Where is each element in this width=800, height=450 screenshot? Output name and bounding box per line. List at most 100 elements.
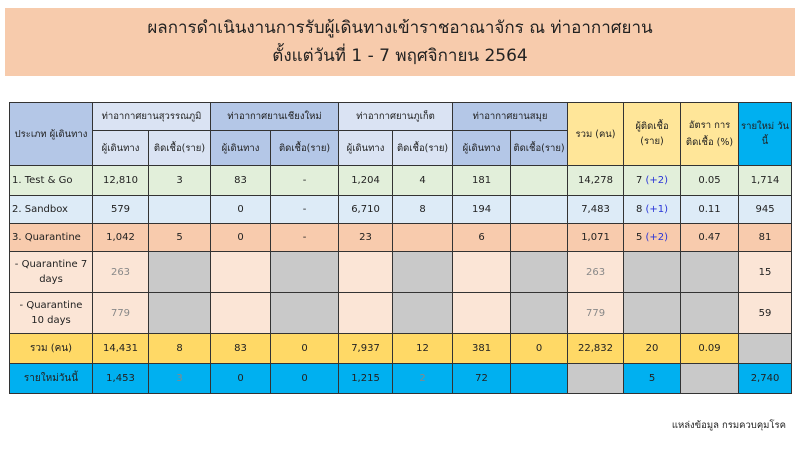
table-cell	[510, 363, 569, 394]
title-line-1: ผลการดำเนินงานการรับผู้เดินทางเข้าราชอาณ…	[147, 18, 653, 38]
table-cell	[680, 251, 740, 293]
row-label: 2. Sandbox	[9, 195, 93, 224]
table-cell: -	[270, 195, 340, 224]
table-cell: 8	[147, 333, 212, 364]
table-cell	[452, 251, 512, 293]
row-label: รวม (คน)	[9, 333, 93, 364]
table-cell	[452, 292, 512, 334]
header-airport-samui: ท่าอากาศยานสมุย	[452, 102, 569, 131]
table-cell: 0	[510, 333, 569, 364]
row-label: 3. Quarantine	[9, 223, 93, 252]
table-cell: 1,204	[338, 165, 394, 196]
table-cell: 7 (+2)	[623, 165, 682, 196]
table-cell: 14,431	[92, 333, 149, 364]
table-cell	[510, 165, 569, 196]
table-cell: 779	[92, 292, 149, 334]
table-cell: 381	[452, 333, 512, 364]
table-cell: 8	[392, 195, 454, 224]
table-row: รายใหม่วันนี้ 1,453 3 0 0 1,215 2 72 5 2,740	[9, 363, 793, 394]
new-today-total: 2,740	[738, 363, 793, 394]
infected-count: 8	[635, 204, 643, 215]
table-cell: 81	[738, 223, 793, 252]
table-cell	[210, 292, 272, 334]
table-cell	[392, 251, 454, 293]
table-cell: 5 (+2)	[623, 223, 682, 252]
table-cell: 181	[452, 165, 512, 196]
table-cell	[510, 195, 569, 224]
header-infected: ผู้ติดเชื้อ (ราย)	[623, 102, 682, 166]
infected-count: 7	[635, 175, 643, 186]
table-cell: 15	[738, 251, 793, 293]
table-cell: 779	[567, 292, 625, 334]
table-cell: 83	[210, 333, 272, 364]
table-cell: 20	[623, 333, 682, 364]
table-cell: 72	[452, 363, 512, 394]
subheader-travelers: ผู้เดินทาง	[338, 130, 394, 166]
table-cell	[510, 292, 569, 334]
table-cell: 7,483	[567, 195, 625, 224]
title-banner: ผลการดำเนินงานการรับผู้เดินทางเข้าราชอาณ…	[5, 8, 795, 76]
table-cell	[147, 195, 212, 224]
table-cell	[680, 292, 740, 334]
header-airport-suvarnabhumi: ท่าอากาศยานสุวรรณภูมิ	[91, 102, 212, 131]
table-cell	[623, 292, 682, 334]
table-cell: 14,278	[567, 165, 625, 196]
table-row: - Quarantine 7 days 263 263 15	[9, 251, 793, 293]
infected-delta: (+2)	[645, 175, 669, 186]
table-cell: 1,215	[338, 363, 394, 394]
table-cell	[392, 292, 454, 334]
table-row: 2. Sandbox 579 0-6,710 8 194 7,483 8 (+1) 0.11 9…	[9, 195, 793, 224]
table-cell	[510, 251, 569, 293]
table-cell: 2	[392, 363, 454, 394]
table-cell: 12	[392, 333, 454, 364]
table-cell: -	[270, 223, 340, 252]
table-cell: 0	[210, 195, 272, 224]
table-cell: 0.05	[680, 165, 740, 196]
table-cell: 5	[147, 223, 212, 252]
subheader-travelers: ผู้เดินทาง	[92, 130, 149, 166]
header-new-today: รายใหม่ วันนี้	[738, 102, 793, 166]
table-cell: 12,810	[92, 165, 149, 196]
table-cell	[623, 251, 682, 293]
table-cell	[270, 292, 340, 334]
table-row: 3. Quarantine 1,042 5 0-23 6 1,071 5 (+2) 0.47 8…	[9, 223, 793, 252]
table-cell: 83	[210, 165, 272, 196]
header-rate: อัตรา การติดเชื้อ (%)	[680, 102, 740, 166]
table-cell: 59	[738, 292, 793, 334]
table-cell: 1,071	[567, 223, 625, 252]
table-cell: 3	[147, 165, 212, 196]
infected-delta: (+2)	[645, 232, 669, 243]
table-cell: 0	[210, 223, 272, 252]
table-cell: 3	[147, 363, 212, 394]
header-total: รวม (คน)	[567, 102, 625, 166]
table-cell: 23	[338, 223, 394, 252]
table-cell: 579	[92, 195, 149, 224]
table-cell: 0	[210, 363, 272, 394]
table-cell	[567, 363, 625, 394]
row-label: - Quarantine 10 days	[9, 292, 93, 334]
table-cell	[270, 251, 340, 293]
table-cell: 194	[452, 195, 512, 224]
table-cell: 0.11	[680, 195, 740, 224]
table-cell	[680, 363, 740, 394]
row-label: 1. Test & Go	[9, 165, 93, 196]
subheader-infected: ติดเชื้อ(ราย)	[392, 130, 454, 166]
table-cell: 7,937	[338, 333, 394, 364]
row-label: รายใหม่วันนี้	[9, 363, 93, 394]
table-cell	[338, 292, 394, 334]
table-row: 1. Test & Go 12,810 3 83-1,204 4 181 14,278 7 (…	[9, 165, 793, 196]
title-line-2: ตั้งแต่วันที่ 1 - 7 พฤศจิกายน 2564	[272, 46, 528, 66]
table-row: รวม (คน) 14,431 8 83 0 7,937 12 381 0 22,832 20 0.0…	[9, 333, 793, 364]
infected-delta: (+1)	[645, 204, 669, 215]
table-cell: 1,453	[92, 363, 149, 394]
header-airport-chiangmai: ท่าอากาศยานเชียงใหม่	[210, 102, 340, 131]
infected-count: 5	[635, 232, 643, 243]
subheader-travelers: ผู้เดินทาง	[452, 130, 512, 166]
table-cell: 945	[738, 195, 793, 224]
table-cell	[392, 223, 454, 252]
table-cell: 0	[270, 333, 340, 364]
table-cell	[738, 333, 793, 364]
table-cell: 5	[623, 363, 682, 394]
table-cell: 6,710	[338, 195, 394, 224]
data-source: แหล่งข้อมูล กรมควบคุมโรค	[671, 420, 786, 431]
